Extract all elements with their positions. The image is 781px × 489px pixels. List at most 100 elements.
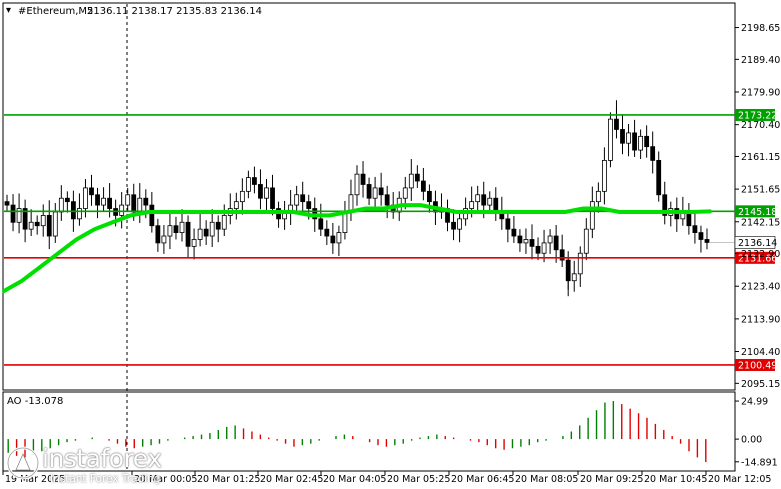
moving-average-layer [2,203,712,293]
bull-candle [336,232,342,244]
bull-candle [457,218,462,230]
bear-candle [378,187,384,196]
bull-candle [523,239,529,244]
bull-candle [52,211,58,237]
bull-candle [571,273,577,282]
bear-candle [505,218,511,230]
bear-candle [553,235,559,251]
bear-candle [270,187,275,209]
bull-candle [589,201,595,230]
resistance-price-label: 2173.22 [738,110,777,121]
bear-candle [511,228,517,237]
bear-candle [46,215,52,237]
bear-candle [252,177,257,185]
time-tick-label: 19 Mar 2025 [5,474,65,485]
bull-candle [233,201,239,209]
time-tick-label: 20 Mar 09:25 [580,474,643,485]
price-tick-label: 2113.90 [741,314,780,325]
bear-candle [559,249,565,261]
time-tick-label: 20 Mar 06:45 [451,474,514,485]
support-price-label: 2131.66 [738,253,777,264]
bear-candle [131,194,137,213]
bear-candle [414,173,420,182]
bull-candle [179,221,185,233]
bear-candle [143,197,149,206]
bull-candle [197,228,203,240]
bull-candle [191,239,197,247]
bear-candle [203,228,209,237]
bull-candle [626,132,631,144]
bear-candle [95,194,100,206]
bull-candle [547,235,553,244]
logo-brand: instaforex [42,444,162,473]
time-tick-label: 20 Mar 08:05 [515,474,578,485]
bear-candle [481,194,487,206]
bull-candle [40,215,46,227]
bull-candle [264,187,269,199]
bear-candle [34,221,40,227]
bull-candle [372,187,378,199]
bear-candle [22,208,28,230]
bear-candle [529,239,535,247]
last-price-tag [734,236,776,249]
bull-candle [469,201,475,209]
bear-candle [644,135,650,148]
bull-candle [125,194,131,206]
pivot-price-tag [735,205,775,218]
bull-candle [209,221,215,237]
bear-candle [4,201,10,206]
support-2-price-tag [735,358,775,371]
bull-candle [487,197,493,206]
price-axis: 2198.65 2189.40 2179.90 2170.40 2161.15 2151.… [735,23,780,390]
bear-candle [89,187,94,196]
time-tick-label: 20 Mar 05:25 [387,474,450,485]
ao-axis: 24.99 0.00 -14.891 [735,397,778,468]
bear-candle [620,129,625,144]
symbol-label: #Ethereum,M5 [18,6,93,17]
last-price-label: 2136.14 [738,238,777,249]
ao-histogram [7,401,707,462]
bear-candle [686,211,692,227]
bear-candle [107,197,112,209]
bear-candle [656,160,662,196]
logo-emblem-icon [6,446,40,480]
bear-candle [330,235,336,244]
bear-candle [535,245,541,254]
time-tick-label: 20 Mar 10:45 [644,474,707,485]
price-tick-label: 2151.65 [741,185,780,196]
bear-candle [650,146,656,161]
time-axis: 19 Mar 2025 20 Mar 00:05 20 Mar 01:25 20 Ma… [2,471,771,485]
candles-layer [4,100,710,297]
instaforex-logo: instaforex Instant Forex Trading [6,444,186,488]
bear-candle [215,221,221,230]
price-tick-label: 2161.15 [741,152,780,163]
bear-candle [149,204,155,227]
bear-candle [420,180,426,192]
price-tick-label: 2104.40 [741,347,780,358]
bull-candle [541,242,547,254]
price-tick-label: 2132.90 [741,249,780,260]
ao-tick-label: -14.891 [741,457,778,468]
ohlc-readout: 2136.11 2138.17 2135.83 2136.14 [87,6,262,17]
bear-candle [306,201,312,209]
bull-candle [577,252,583,275]
price-tick-label: 2179.90 [741,88,780,99]
chart-menu-arrow[interactable]: ▾ [6,5,11,16]
logo-tagline: Instant Forex Trading [50,473,161,485]
bull-candle [608,118,613,161]
moving-average-line [2,203,712,293]
ao-tick-label: 24.99 [741,397,768,408]
bull-candle [161,235,167,244]
pivot-price-label: 2145.18 [738,207,777,218]
time-tick-label: 20 Mar 00:05 [134,474,197,485]
bull-candle [221,215,227,230]
bear-candle [70,201,76,220]
bear-candle [360,173,366,185]
bear-candle [173,225,179,233]
bear-candle [632,132,637,151]
bear-candle [517,235,523,244]
bear-candle [698,232,704,240]
levels-layer: 2173.22 2145.18 2131.66 2100.49 2136.14 [4,108,777,371]
support-2-price-label: 2100.49 [738,360,777,371]
